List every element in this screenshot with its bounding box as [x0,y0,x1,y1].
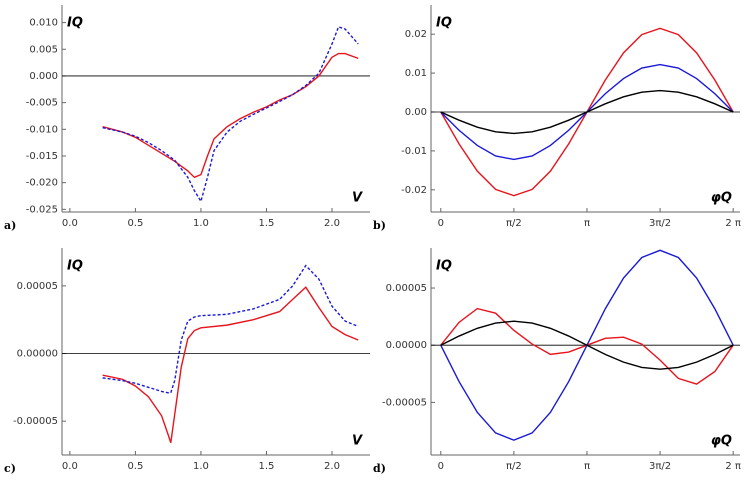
x-tick-label: π [584,461,590,472]
data-line [102,286,359,444]
y-tick-label: -0.010 [26,124,58,135]
x-tick-label: 1.0 [193,218,209,229]
y-axis-label: IQ [67,259,83,274]
y-tick-label: 0.00005 [386,283,427,294]
x-tick-label: 0 [438,461,444,472]
x-axis-label: V [352,191,363,206]
y-tick-label: -0.005 [26,98,58,109]
x-tick-label: 0.0 [62,461,78,472]
x-tick-label: 2.0 [324,461,340,472]
x-tick-label: π/2 [506,461,522,472]
x-tick-label: 2 π [725,218,741,229]
y-tick-label: 0.02 [405,29,427,40]
y-tick-label: 0.01 [405,68,427,79]
y-tick-label: 0.00000 [386,340,427,351]
x-tick-label: 0.5 [127,461,143,472]
x-tick-label: 2.0 [324,218,340,229]
y-tick-label: -0.01 [401,146,427,157]
y-tick-label: 0.00 [405,107,427,118]
y-tick-label: -0.02 [401,185,427,196]
y-tick-label: 0.005 [29,44,58,55]
y-axis-label: IQ [436,259,452,274]
y-tick-label: -0.025 [26,204,58,215]
y-tick-label: 0.00000 [17,349,58,360]
data-line [102,264,359,394]
y-tick-label: -0.00005 [382,397,427,408]
y-tick-label: -0.00005 [13,416,58,427]
panel-label: c) [4,462,16,475]
panel-label: a) [4,219,16,232]
x-tick-label: 0.0 [62,218,78,229]
data-line [102,25,359,204]
data-line [440,89,734,135]
y-axis-label: IQ [67,16,83,31]
x-axis-label: V [352,434,363,449]
x-tick-label: 0.5 [127,218,143,229]
y-tick-label: -0.020 [26,178,58,189]
x-tick-label: 1.0 [193,461,209,472]
x-tick-label: 1.5 [259,218,275,229]
y-tick-label: 0.00005 [17,281,58,292]
x-tick-label: π/2 [506,218,522,229]
data-line [440,320,734,370]
y-axis-label: IQ [436,16,452,31]
x-tick-label: π [584,218,590,229]
y-tick-label: 0.000 [29,71,58,82]
x-axis-label: φQ [711,191,732,206]
x-tick-label: 0 [438,218,444,229]
panel-label: d) [373,462,386,475]
x-tick-label: 3π/2 [649,461,671,472]
x-tick-label: 3π/2 [649,218,671,229]
y-tick-label: -0.015 [26,151,58,162]
data-line [102,52,359,179]
x-axis-label: φQ [711,434,732,449]
panel-label: b) [373,219,386,232]
x-tick-label: 1.5 [259,461,275,472]
y-tick-label: 0.010 [29,18,58,29]
x-tick-label: 2 π [725,461,741,472]
